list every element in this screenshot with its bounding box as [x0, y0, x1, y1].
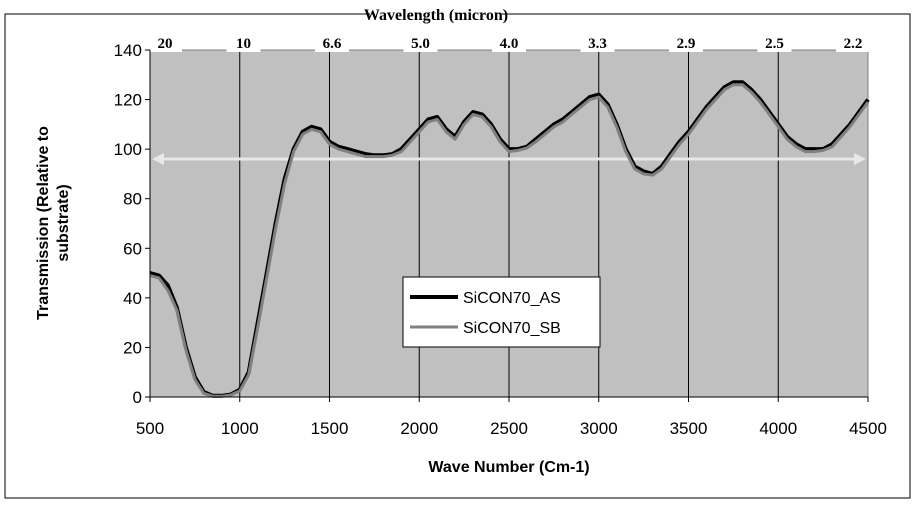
reference-arrow-left — [152, 153, 164, 166]
x-tick-label: 1500 — [311, 419, 349, 438]
top-tick-label: 2.5 — [765, 36, 784, 52]
x-tick-label: 4500 — [849, 419, 887, 438]
top-tick-label: 2.2 — [844, 36, 863, 52]
top-tick-box — [757, 34, 792, 52]
reference-arrow-right — [854, 153, 866, 166]
y-tick-label: 140 — [114, 41, 142, 60]
top-tick-label: 6.6 — [323, 36, 342, 52]
y-tick-label: 0 — [133, 388, 142, 407]
legend-label-sicon70-as: SiCON70_AS — [463, 290, 561, 307]
top-tick-box — [226, 34, 261, 52]
top-tick-labels: 20 10 6.6 5.0 4.0 3.3 2.9 2.5 2.2 — [148, 34, 870, 52]
top-tick-label: 10 — [236, 36, 251, 52]
legend-label-sicon70-sb: SiCON70_SB — [463, 320, 561, 337]
top-tick-box — [836, 34, 870, 52]
x-tick-label: 2500 — [490, 419, 528, 438]
y-axis-title: Transmission (Relative to substrate) — [35, 126, 72, 320]
y-tick-label: 40 — [123, 289, 142, 308]
series-lines — [149, 80, 870, 398]
top-title-mask — [370, 3, 502, 25]
x-tick-label: 3000 — [580, 419, 618, 438]
top-tick-box — [315, 34, 349, 52]
top-tick-label: 3.3 — [588, 36, 607, 52]
top-tick-box — [492, 34, 526, 52]
reference-line-group — [152, 153, 866, 166]
x-tick-label: 4000 — [759, 419, 797, 438]
y-tick-label: 120 — [114, 91, 142, 110]
x-tick-label: 3500 — [670, 419, 708, 438]
y-tick-label: 60 — [123, 239, 142, 258]
top-axis-title: Wavelength (micron) — [364, 7, 508, 24]
top-tick-box — [403, 34, 438, 52]
y-axis-title-line-1: Transmission (Relative to — [35, 126, 52, 320]
x-tick-label: 1000 — [221, 419, 259, 438]
legend-box — [402, 276, 601, 348]
top-tick-label: 5.0 — [411, 36, 430, 52]
top-tick-box — [669, 34, 703, 52]
y-tick-label: 20 — [123, 338, 142, 357]
top-tick-label: 4.0 — [500, 36, 519, 52]
x-axis: 500 1000 1500 2000 2500 3000 3500 4000 4500 — [136, 396, 887, 438]
x-tick-label: 2000 — [400, 419, 438, 438]
y-axis: 0 20 40 60 80 100 120 140 — [114, 41, 151, 407]
x-axis-title: Wave Number (Cm-1) — [428, 459, 589, 476]
top-tick-box — [580, 34, 615, 52]
y-tick-label: 100 — [114, 140, 142, 159]
y-tick-label: 80 — [123, 190, 142, 209]
top-tick-label: 20 — [158, 36, 173, 52]
top-tick-box — [148, 34, 182, 52]
top-tick-label: 2.9 — [677, 36, 696, 52]
x-tick-label: 500 — [136, 419, 164, 438]
y-axis-title-line-2: substrate) — [55, 184, 72, 261]
legend: SiCON70_AS SiCON70_SB — [402, 276, 601, 348]
series-line-sicon70-sb — [149, 83, 870, 398]
